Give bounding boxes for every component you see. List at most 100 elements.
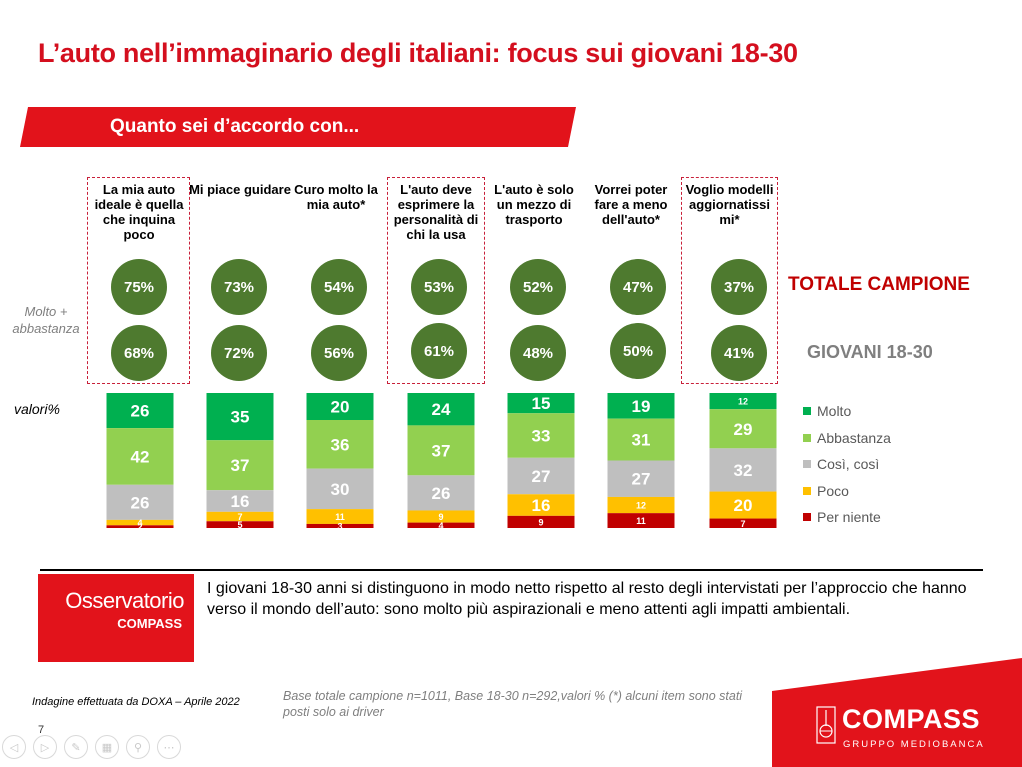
bar-segment-cos-cos bbox=[306, 468, 374, 510]
total-percentage-circle: 53% bbox=[411, 259, 467, 315]
bar-stack: 24 37 26 94 bbox=[407, 393, 475, 531]
observatory-title: Osservatorio bbox=[65, 588, 184, 613]
legend-label: Così, così bbox=[817, 456, 880, 473]
bar-segment-per-niente bbox=[709, 518, 777, 528]
data-label: 26 bbox=[131, 402, 150, 421]
bar-segment-abbastanza bbox=[407, 425, 475, 476]
bar-segment-molto bbox=[206, 393, 274, 441]
data-label: 9 bbox=[538, 517, 543, 527]
bar-stack: 19 31 27 12 11 bbox=[607, 393, 675, 528]
data-label: 27 bbox=[632, 470, 651, 489]
valori-label: valori% bbox=[14, 401, 60, 417]
bar-segment-abbastanza bbox=[709, 409, 777, 449]
bar-stack: 26 42 26 42 bbox=[106, 393, 174, 532]
bar-stack: 20 36 30 113 bbox=[306, 393, 374, 531]
bar-segment-per-niente bbox=[306, 523, 374, 528]
molto-abbastanza-text: Molto + abbastanza bbox=[12, 304, 80, 336]
bar-segment-poco bbox=[106, 519, 174, 526]
youth-percentage-circle: 50% bbox=[610, 323, 666, 379]
total-percentage-circle: 54% bbox=[311, 259, 367, 315]
bar-segment-poco bbox=[507, 494, 575, 516]
bar-segment-per-niente bbox=[607, 513, 675, 528]
bar-segment-poco bbox=[607, 496, 675, 514]
bar-stack: 15 33 27 16 9 bbox=[507, 393, 575, 528]
bar-segment-poco bbox=[306, 509, 374, 524]
bar-segment-cos-cos bbox=[709, 448, 777, 492]
highlight-box-1 bbox=[87, 177, 190, 384]
bar-segment-poco bbox=[407, 510, 475, 523]
previous-icon[interactable]: ◁ bbox=[2, 735, 26, 759]
compass-emblem-icon bbox=[816, 706, 836, 744]
next-icon[interactable]: ▷ bbox=[33, 735, 57, 759]
legend-item: Per niente bbox=[803, 504, 891, 531]
bar-segment-molto bbox=[306, 393, 374, 420]
total-percentage-circle: 73% bbox=[211, 259, 267, 315]
bar-segment-per-niente bbox=[407, 522, 475, 528]
slideshow-nav: ◁ ▷ ✎ ▦ ⚲ ⋯ bbox=[2, 735, 181, 759]
legend-label: Molto bbox=[817, 403, 852, 420]
pen-icon[interactable]: ✎ bbox=[64, 735, 88, 759]
data-label: 16 bbox=[231, 492, 250, 511]
legend-label: Poco bbox=[817, 482, 849, 499]
logo-name: COMPASS bbox=[842, 704, 981, 734]
data-label: 24 bbox=[432, 400, 451, 419]
insight-text: I giovani 18-30 anni si distinguono in m… bbox=[207, 580, 967, 618]
data-label: 26 bbox=[131, 493, 150, 512]
bar-segment-molto bbox=[709, 393, 777, 410]
youth-percentage-circle: 68% bbox=[111, 325, 167, 381]
data-label: 12 bbox=[636, 501, 646, 511]
data-label: 31 bbox=[632, 431, 651, 450]
data-label: 11 bbox=[636, 516, 646, 526]
bar-segment-per-niente bbox=[106, 525, 174, 528]
data-label: 26 bbox=[432, 484, 451, 503]
data-label: 4 bbox=[137, 518, 142, 528]
zoom-icon[interactable]: ⚲ bbox=[126, 735, 150, 759]
youth-percentage-circle: 61% bbox=[411, 323, 467, 379]
logo-subtitle: GRUPPO MEDIOBANCA bbox=[843, 739, 985, 750]
data-label: 27 bbox=[532, 467, 551, 486]
data-label: 19 bbox=[632, 397, 651, 416]
data-label: 42 bbox=[131, 447, 150, 466]
youth-percentage-circle: 56% bbox=[311, 325, 367, 381]
bar-segment-abbastanza bbox=[306, 420, 374, 469]
total-sample-label: TOTALE CAMPIONE bbox=[788, 274, 970, 295]
slides-icon[interactable]: ▦ bbox=[95, 735, 119, 759]
question-banner: Quanto sei d’accordo con... bbox=[20, 107, 576, 147]
bar-segment-molto bbox=[607, 393, 675, 419]
banner-shape bbox=[20, 107, 576, 147]
data-label: 29 bbox=[734, 420, 753, 439]
bar-segment-poco bbox=[206, 511, 274, 522]
bar-segment-cos-cos bbox=[607, 460, 675, 497]
bar-segment-per-niente bbox=[507, 515, 575, 528]
data-label: 5 bbox=[237, 520, 242, 530]
statement-label: La mia auto ideale è quella che inquina … bbox=[94, 182, 184, 242]
data-label: 4 bbox=[438, 521, 443, 531]
data-label: 33 bbox=[532, 427, 551, 446]
highlight-box-4 bbox=[387, 177, 485, 384]
divider-line bbox=[40, 569, 983, 571]
observatory-subtitle: COMPASS bbox=[117, 616, 182, 631]
legend-item: Poco bbox=[803, 478, 891, 505]
statement-label: Vorrei poter fare a meno dell'auto* bbox=[594, 182, 668, 227]
data-label: 37 bbox=[432, 441, 451, 460]
data-label: 12 bbox=[738, 397, 748, 407]
youth-percentage-circle: 41% bbox=[711, 325, 767, 381]
data-label: 36 bbox=[331, 435, 350, 454]
legend-swatch bbox=[803, 433, 811, 442]
molto-abbastanza-label: Molto + abbastanza bbox=[6, 303, 86, 337]
bar-segment-per-niente bbox=[206, 521, 274, 528]
data-label: 20 bbox=[734, 496, 753, 515]
more-icon[interactable]: ⋯ bbox=[157, 735, 181, 759]
bar-segment-abbastanza bbox=[206, 440, 274, 491]
statement-label: Voglio modelli aggiornatissi mi* bbox=[685, 182, 774, 227]
legend-swatch bbox=[803, 513, 811, 522]
bar-segment-cos-cos bbox=[407, 475, 475, 511]
data-label: 2 bbox=[137, 522, 142, 532]
bar-segment-cos-cos bbox=[106, 484, 174, 520]
data-label: 7 bbox=[237, 512, 242, 522]
data-label: 16 bbox=[532, 496, 551, 515]
legend-item: Molto bbox=[803, 398, 891, 425]
data-label: 7 bbox=[740, 519, 745, 529]
